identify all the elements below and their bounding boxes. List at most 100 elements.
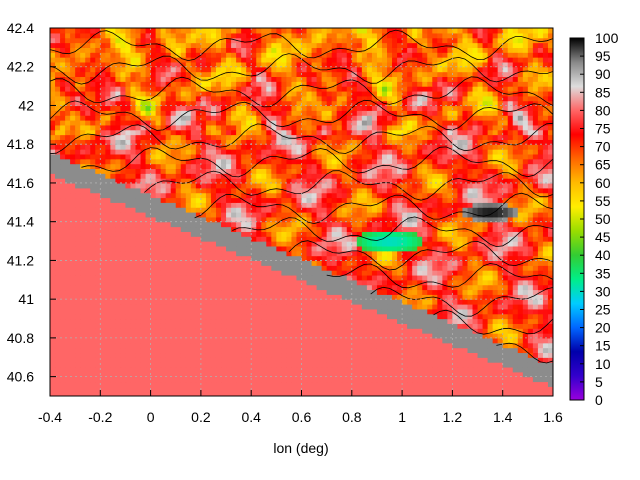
heatmap-cell <box>517 163 524 170</box>
heatmap-cell <box>231 313 237 320</box>
heatmap-cell <box>251 362 257 368</box>
heatmap-cell <box>296 289 303 295</box>
heatmap-cell <box>351 163 358 170</box>
heatmap-cell <box>467 284 474 291</box>
heatmap-cell <box>381 202 388 208</box>
heatmap-cell <box>210 241 217 247</box>
heatmap-cell <box>226 376 232 383</box>
heatmap-cell <box>205 221 212 228</box>
heatmap-cell <box>286 308 293 315</box>
heatmap-cell <box>221 342 227 349</box>
heatmap-cell <box>125 173 132 179</box>
heatmap-cell <box>351 333 358 339</box>
heatmap-cell <box>517 207 524 213</box>
heatmap-cell <box>381 323 388 329</box>
heatmap-cell <box>226 323 232 329</box>
heatmap-cell <box>276 153 282 160</box>
heatmap-cell <box>266 158 272 165</box>
heatmap-cell <box>155 328 162 334</box>
heatmap-cell <box>462 182 469 189</box>
heatmap-cell <box>175 236 182 242</box>
heatmap-cell <box>356 202 363 208</box>
heatmap-cell <box>512 313 519 320</box>
heatmap-cell <box>256 216 262 223</box>
heatmap-cell <box>301 153 308 160</box>
heatmap-cell <box>90 265 96 271</box>
heatmap-cell <box>291 362 298 368</box>
heatmap-cell <box>487 236 494 242</box>
heatmap-cell <box>145 245 152 252</box>
heatmap-cell <box>412 260 418 266</box>
heatmap-cell <box>90 187 96 194</box>
heatmap-cell <box>195 371 202 378</box>
heatmap-cell <box>467 357 474 363</box>
heatmap-cell <box>492 294 499 300</box>
heatmap-cell <box>85 284 91 291</box>
heatmap-cell <box>316 182 323 189</box>
heatmap-cell <box>80 333 86 339</box>
heatmap-cell <box>427 202 433 208</box>
heatmap-cell <box>326 284 333 291</box>
heatmap-cell <box>221 163 227 170</box>
heatmap-cell <box>512 187 519 194</box>
heatmap-cell <box>361 323 368 329</box>
heatmap-cell <box>387 391 393 396</box>
heatmap-cell <box>547 163 553 170</box>
heatmap-cell <box>80 168 86 174</box>
heatmap-cell <box>160 299 167 305</box>
heatmap-cell <box>185 207 192 213</box>
heatmap-cell <box>251 270 257 276</box>
heatmap-cell <box>341 270 348 276</box>
heatmap-cell <box>457 366 464 373</box>
heatmap-cell <box>180 342 187 349</box>
heatmap-cell <box>241 226 247 232</box>
heatmap-cell <box>346 168 353 174</box>
heatmap-cell <box>266 357 272 363</box>
heatmap-cell <box>477 192 484 199</box>
heatmap-cell <box>50 255 56 262</box>
heatmap-cell <box>80 274 86 281</box>
heatmap-cell <box>115 216 122 223</box>
heatmap-cell <box>361 265 368 271</box>
heatmap-cell <box>452 192 459 199</box>
heatmap-cell <box>195 153 202 160</box>
heatmap-cell <box>215 168 222 174</box>
heatmap-cell <box>371 192 378 199</box>
heatmap-cell <box>105 265 111 271</box>
heatmap-cell <box>175 304 182 310</box>
heatmap-cell <box>472 299 479 305</box>
heatmap-cell <box>457 371 464 378</box>
heatmap-cell <box>331 318 338 324</box>
heatmap-cell <box>376 265 383 271</box>
heatmap-cell <box>185 212 192 218</box>
heatmap-cell <box>256 241 262 247</box>
heatmap-cell <box>231 294 237 300</box>
heatmap-cell <box>336 241 343 247</box>
heatmap-cell <box>447 337 453 344</box>
heatmap-cell <box>432 352 438 358</box>
heatmap-cell <box>507 391 514 396</box>
heatmap-cell <box>60 221 66 228</box>
heatmap-cell <box>301 163 308 170</box>
heatmap-cell <box>75 250 81 257</box>
heatmap-cell <box>200 270 207 276</box>
heatmap-cell <box>120 260 127 266</box>
heatmap-cell <box>452 212 459 218</box>
heatmap-cell <box>180 163 187 170</box>
heatmap-cell <box>331 221 338 228</box>
heatmap-cell <box>336 279 343 286</box>
heatmap-cell <box>527 197 534 203</box>
heatmap-cell <box>120 236 127 242</box>
heatmap-cell <box>306 299 313 305</box>
heatmap-cell <box>195 284 202 291</box>
heatmap-cell <box>100 347 106 354</box>
heatmap-cell <box>125 265 132 271</box>
heatmap-cell <box>507 299 514 305</box>
heatmap-cell <box>472 192 479 199</box>
heatmap-cell <box>542 386 549 392</box>
heatmap-cell <box>80 241 86 247</box>
heatmap-cell <box>291 173 298 179</box>
heatmap-cell <box>95 212 101 218</box>
heatmap-cell <box>90 212 96 218</box>
heatmap-cell <box>155 163 162 170</box>
